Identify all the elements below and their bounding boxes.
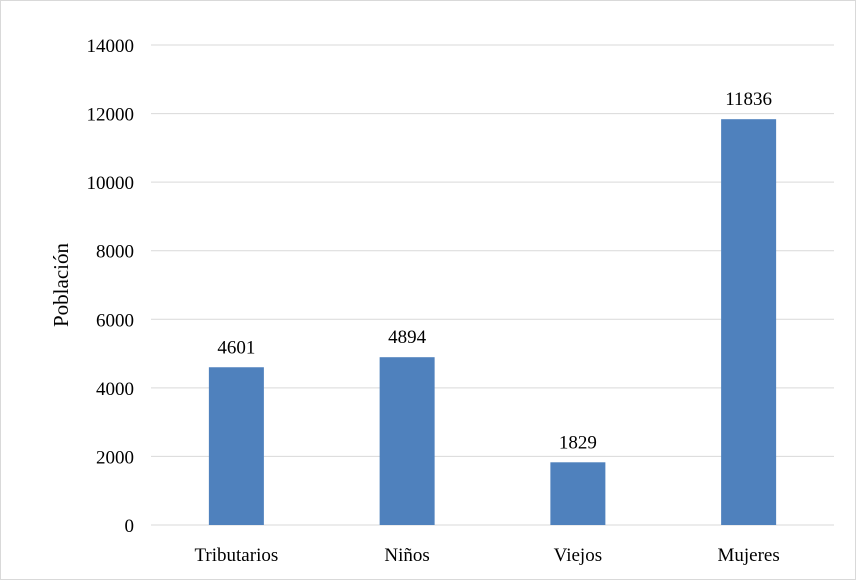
y-tick-label: 12000: [87, 105, 135, 126]
bar: [550, 462, 606, 525]
y-tick-label: 6000: [96, 310, 134, 331]
y-tick-label: 0: [125, 516, 135, 537]
y-tick-label: 10000: [87, 173, 135, 194]
data-label: 4894: [388, 327, 427, 348]
y-tick-label: 4000: [96, 379, 134, 400]
gridlines: [151, 44, 834, 526]
data-label: 1829: [559, 432, 597, 453]
bars: [208, 119, 777, 526]
x-tick-labels: Tributarios Niños Viejos Mujeres: [194, 545, 779, 566]
y-tick-label: 2000: [96, 447, 134, 468]
x-tick-label: Mujeres: [717, 545, 779, 566]
data-labels: 4601 4894 1829 11836: [217, 89, 772, 453]
y-axis-title: Población: [49, 243, 73, 327]
bar: [379, 357, 435, 525]
data-label: 4601: [217, 337, 255, 358]
bar: [721, 119, 777, 526]
y-tick-label: 8000: [96, 242, 134, 263]
y-tick-label: 14000: [87, 36, 135, 57]
x-tick-label: Niños: [384, 545, 429, 566]
bar: [208, 367, 264, 525]
data-label: 11836: [725, 89, 772, 110]
x-tick-label: Viejos: [554, 545, 602, 566]
y-tick-labels: 0 2000 4000 6000 8000 10000 12000 14000: [87, 36, 135, 537]
x-tick-label: Tributarios: [194, 545, 278, 566]
